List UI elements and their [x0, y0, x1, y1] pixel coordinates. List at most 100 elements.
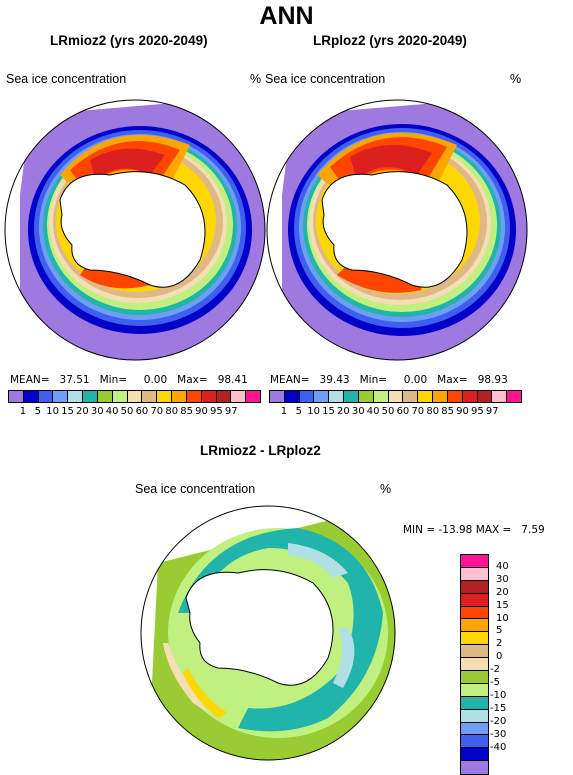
- diff-colorbar-swatch: [461, 606, 488, 620]
- colorbar-tick-label: 30: [90, 406, 104, 417]
- right-min-value: 0.00: [403, 374, 428, 386]
- colorbar-tick-label: 70: [411, 406, 425, 417]
- colorbar-swatch: [112, 391, 128, 402]
- left-max-value: 98.41: [217, 374, 248, 386]
- colorbar-tick-label: 70: [150, 406, 164, 417]
- left-map-unit-label: %: [250, 72, 262, 86]
- diff-colorbar-swatch: [461, 645, 488, 659]
- colorbar-swatch: [358, 391, 374, 402]
- diff-colorbar-swatch: [461, 555, 488, 568]
- colorbar-swatch: [201, 391, 217, 402]
- colorbar-tick-label: 60: [396, 406, 410, 417]
- colorbar-swatch: [246, 391, 261, 402]
- right-mean-label: MEAN=: [270, 374, 310, 386]
- colorbar-tick-label: 85: [441, 406, 454, 417]
- right-colorbar-swatches: [269, 390, 522, 403]
- diff-colorbar-tick-label: -40: [490, 741, 507, 753]
- left-polar-map: [4, 99, 266, 361]
- colorbar-tick-label: 90: [195, 406, 208, 417]
- colorbar-tick-label: 50: [381, 406, 395, 417]
- diff-stats: MIN = -13.98 MAX = 7.59: [403, 524, 545, 536]
- colorbar-tick-label: 40: [105, 406, 119, 417]
- diff-colorbar-swatch: [461, 580, 488, 594]
- colorbar-swatch: [447, 391, 463, 402]
- left-map-subtitle: LRmioz2 (yrs 2020-2049): [50, 33, 208, 48]
- colorbar-tick-label: 5: [295, 406, 302, 417]
- left-colorbar: 1 5 10 15 20 30 40 50 60 70 80 85 90 95 97: [8, 390, 261, 417]
- left-min-label: Min=: [99, 374, 128, 386]
- left-map-variable-label: Sea ice concentration: [6, 72, 127, 86]
- left-max-label: Max=: [177, 374, 208, 386]
- diff-colorbar-tick-label: 5: [496, 625, 503, 637]
- colorbar-swatch: [433, 391, 448, 402]
- colorbar-swatch: [344, 391, 359, 402]
- colorbar-swatch: [284, 391, 300, 402]
- colorbar-swatch: [83, 391, 98, 402]
- diff-colorbar-swatch: [461, 671, 488, 684]
- colorbar-tick-label: 40: [366, 406, 380, 417]
- colorbar-swatch: [418, 391, 434, 402]
- colorbar-swatch: [127, 391, 143, 402]
- colorbar-swatch: [403, 391, 419, 402]
- diff-colorbar-tick-label: 0: [496, 651, 503, 663]
- diff-min-value: -13.98: [438, 524, 473, 536]
- colorbar-swatch: [142, 391, 158, 402]
- page-title: ANN: [259, 2, 314, 30]
- colorbar-swatch: [462, 391, 478, 402]
- colorbar-swatch: [186, 391, 202, 402]
- colorbar-swatch: [9, 391, 24, 402]
- colorbar-tick-label: 80: [165, 406, 179, 417]
- diff-colorbar-swatch: [461, 619, 488, 633]
- colorbar-tick-label: 50: [120, 406, 134, 417]
- left-mean-label: MEAN=: [10, 374, 50, 386]
- diff-colorbar-swatch: [461, 593, 488, 607]
- left-stats: MEAN= 37.51 Min= 0.00 Max= 98.41: [10, 374, 248, 386]
- right-max-value: 98.93: [477, 374, 508, 386]
- colorbar-swatch: [23, 391, 39, 402]
- right-max-label: Max=: [437, 374, 468, 386]
- colorbar-tick-label: 10: [46, 406, 60, 417]
- colorbar-swatch: [373, 391, 389, 402]
- colorbar-swatch: [216, 391, 232, 402]
- diff-colorbar-tick-label: 2: [496, 638, 503, 650]
- right-map-subtitle: LRploz2 (yrs 2020-2049): [313, 33, 467, 48]
- colorbar-tick-label: 10: [307, 406, 321, 417]
- colorbar-tick-label: 20: [337, 406, 350, 417]
- diff-colorbar-tick-label: 15: [496, 599, 509, 611]
- diff-colorbar-swatch: [461, 683, 488, 697]
- colorbar-tick-label: 1: [19, 406, 27, 417]
- colorbar-tick-label: 95: [470, 406, 484, 417]
- colorbar-swatch: [53, 391, 69, 402]
- diff-colorbar-tick-label: -10: [490, 689, 507, 701]
- colorbar-swatch: [329, 391, 345, 402]
- diff-colorbar-tick-label: -5: [490, 677, 500, 688]
- colorbar-swatch: [270, 391, 285, 402]
- colorbar-swatch: [477, 391, 493, 402]
- diff-map-subtitle: LRmioz2 - LRploz2: [200, 443, 321, 458]
- diff-colorbar-tick-label: -2: [490, 664, 500, 676]
- diff-colorbar-tick-label: -15: [490, 702, 507, 714]
- colorbar-swatch: [492, 391, 508, 402]
- colorbar-tick-label: 5: [34, 406, 41, 417]
- right-mean-value: 39.43: [319, 374, 350, 386]
- diff-max-value: 7.59: [521, 524, 545, 536]
- diff-min-label: MIN =: [403, 524, 436, 536]
- diff-colorbar-tick-label: 40: [496, 560, 509, 572]
- colorbar-swatch: [299, 391, 315, 402]
- colorbar-tick-label: 90: [456, 406, 469, 417]
- colorbar-swatch: [231, 391, 247, 402]
- colorbar-swatch: [68, 391, 84, 402]
- colorbar-tick-label: 80: [426, 406, 440, 417]
- diff-map-unit-label: %: [380, 482, 392, 496]
- colorbar-tick-label: 15: [61, 406, 74, 417]
- diff-colorbar-swatch: [461, 748, 488, 762]
- colorbar-tick-label: 15: [322, 406, 335, 417]
- colorbar-tick-label: 95: [209, 406, 223, 417]
- colorbar-tick-label: 85: [180, 406, 193, 417]
- right-polar-map: [266, 99, 528, 361]
- colorbar-swatch: [507, 391, 522, 402]
- colorbar-swatch: [314, 391, 330, 402]
- diff-colorbar: [460, 554, 489, 775]
- diff-colorbar-swatch: [461, 761, 488, 775]
- diff-colorbar-swatch: [461, 632, 488, 646]
